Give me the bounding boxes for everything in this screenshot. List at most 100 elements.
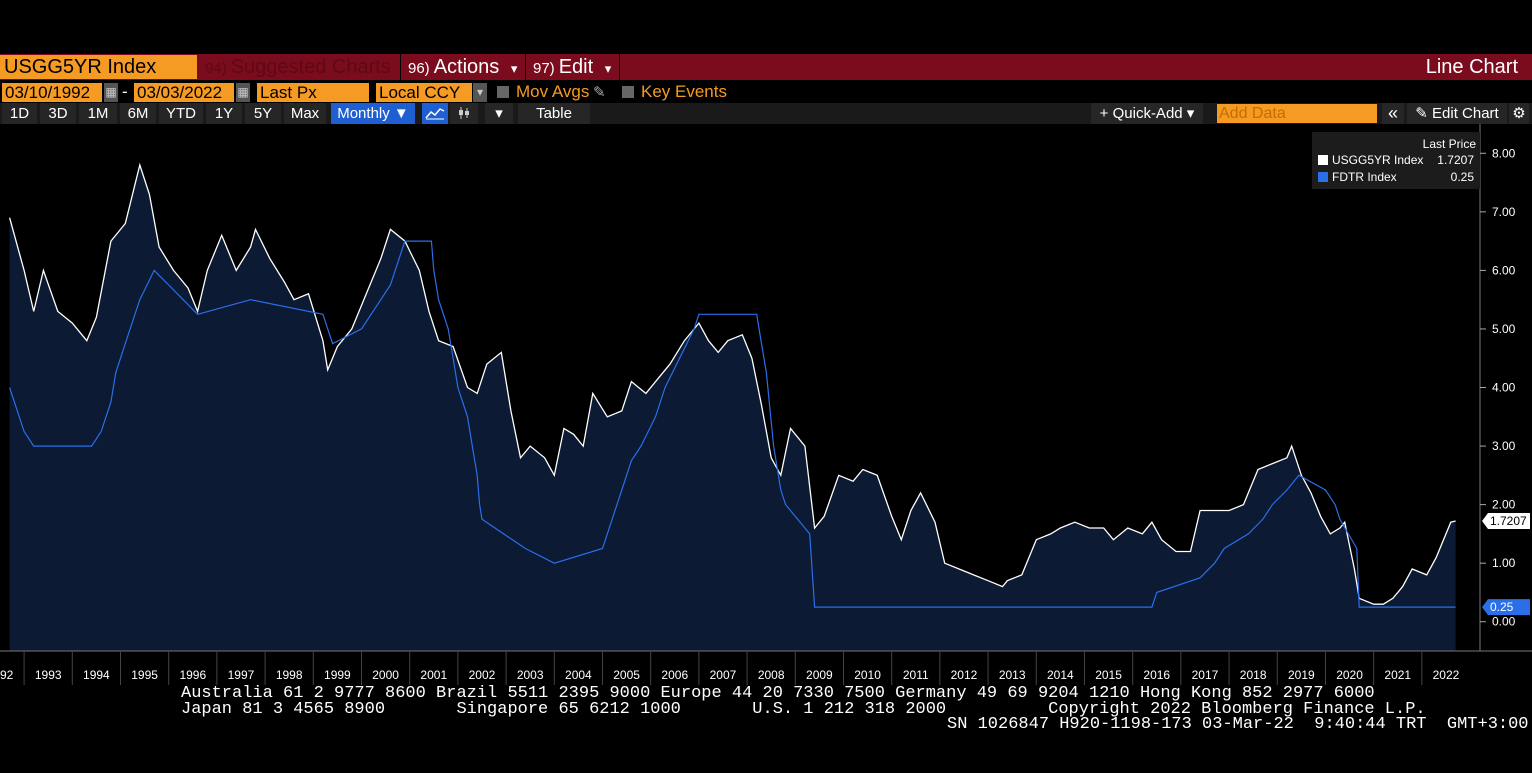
legend-series-name: FDTR Index: [1332, 170, 1397, 184]
gear-icon[interactable]: ⚙: [1509, 103, 1529, 124]
last-value-tag: [1482, 599, 1530, 616]
x-tick-label: 2022: [1433, 668, 1460, 682]
series-area-usgg5yr: [9, 165, 1456, 651]
x-tick-label: 1993: [35, 668, 62, 682]
x-tick-label: 2015: [1095, 668, 1122, 682]
period-ytd-button[interactable]: YTD: [159, 103, 203, 124]
suggested-charts-menu[interactable]: 94) Suggested Charts: [205, 54, 391, 80]
y-tick-label: 4.00: [1492, 381, 1516, 395]
price-field-select[interactable]: Last Px: [257, 83, 369, 102]
footer-contacts-line-2: Japan 81 3 4565 8900 Singapore 65 6212 1…: [181, 700, 1426, 719]
start-date-field[interactable]: 03/10/1992: [2, 83, 102, 102]
security-field[interactable]: USGG5YR Index: [0, 55, 197, 79]
suggested-charts-number: 94): [205, 60, 227, 77]
x-tick-label: 2003: [517, 668, 544, 682]
calendar-icon[interactable]: ▦: [236, 83, 250, 102]
last-value-text: 0.25: [1490, 600, 1514, 614]
last-value-text: 1.7207: [1490, 514, 1527, 528]
x-tick-label: 1998: [276, 668, 303, 682]
chart-type-title: Line Chart: [1425, 56, 1518, 78]
legend-item[interactable]: FDTR Index 0.25: [1318, 169, 1474, 185]
actions-menu[interactable]: 96) Actions ▾: [408, 54, 517, 80]
mov-avgs-checkbox[interactable]: [497, 86, 509, 98]
x-tick-label: 1995: [131, 668, 158, 682]
x-tick-label: 2017: [1192, 668, 1219, 682]
table-button[interactable]: Table: [518, 103, 590, 124]
line-chart[interactable]: 8.00 7.00 6.00 5.00 4.00 3.00 2.00 1.00 0.00 199…: [0, 124, 1532, 686]
legend-swatch: [1318, 172, 1328, 182]
line-chart-icon[interactable]: [422, 103, 448, 124]
y-tick-label: 3.00: [1492, 439, 1516, 453]
chart-legend: Last Price USGG5YR Index 1.7207 FDTR Ind…: [1312, 132, 1480, 189]
period-max-button[interactable]: Max: [284, 103, 326, 124]
calendar-icon[interactable]: ▦: [104, 83, 118, 102]
x-tick-label: 2004: [565, 668, 592, 682]
y-tick-label: 0.00: [1492, 615, 1516, 629]
chevron-down-icon: ▾: [604, 61, 612, 76]
x-tick-label: 1999: [324, 668, 351, 682]
legend-series-value: 1.7207: [1437, 153, 1474, 167]
edit-chart-button[interactable]: ✎ Edit Chart: [1407, 103, 1507, 124]
x-tick-label: 2000: [372, 668, 399, 682]
chevron-down-icon[interactable]: ▾: [473, 83, 487, 102]
x-tick-label: 2020: [1336, 668, 1363, 682]
period-1d-button[interactable]: 1D: [2, 103, 37, 124]
y-tick-label: 2.00: [1492, 498, 1516, 512]
edit-menu[interactable]: 97) Edit ▾: [533, 54, 611, 80]
end-date-field[interactable]: 03/03/2022: [134, 83, 234, 102]
legend-series-name: USGG5YR Index: [1332, 153, 1424, 167]
x-tick-label: 1992: [0, 668, 14, 682]
x-tick-label: 2002: [469, 668, 496, 682]
period-3d-button[interactable]: 3D: [40, 103, 76, 124]
actions-label: Actions: [433, 56, 500, 78]
x-tick-label: 2018: [1240, 668, 1267, 682]
quick-add-button[interactable]: + Quick-Add ▾: [1091, 103, 1203, 124]
chevron-down-icon: ▾: [510, 61, 518, 76]
separator: [400, 54, 401, 80]
pencil-icon[interactable]: ✎: [593, 84, 606, 101]
separator: [525, 54, 526, 80]
currency-select[interactable]: Local CCY: [376, 83, 472, 102]
key-events-label[interactable]: Key Events: [641, 82, 727, 101]
actions-number: 96): [408, 60, 430, 77]
mov-avgs-label[interactable]: Mov Avgs: [516, 82, 590, 101]
period-6m-button[interactable]: 6M: [120, 103, 156, 124]
x-tick-label: 2016: [1143, 668, 1170, 682]
footer-session-info: SN 1026847 H920-1198-173 03-Mar-22 9:40:…: [947, 715, 1529, 734]
x-tick-label: 1996: [179, 668, 206, 682]
x-tick-label: 2021: [1384, 668, 1411, 682]
series-line-usgg5yr: [8, 162, 1456, 605]
x-tick-label: 2010: [854, 668, 881, 682]
frequency-dropdown[interactable]: Monthly ▼: [331, 103, 415, 124]
collapse-icon[interactable]: «: [1382, 103, 1404, 124]
edit-number: 97): [533, 60, 555, 77]
suggested-charts-label: Suggested Charts: [230, 56, 391, 78]
y-tick-label: 7.00: [1492, 205, 1516, 219]
edit-label: Edit: [558, 56, 594, 78]
period-1y-button[interactable]: 1Y: [206, 103, 242, 124]
x-tick-label: 2001: [420, 668, 447, 682]
add-data-input[interactable]: Add Data: [1217, 104, 1377, 123]
chevron-down-icon[interactable]: ▾: [485, 103, 513, 124]
legend-series-value: 0.25: [1450, 170, 1474, 184]
pencil-icon: ✎: [1415, 105, 1428, 122]
date-dash: -: [122, 82, 128, 101]
legend-item[interactable]: USGG5YR Index 1.7207: [1318, 152, 1474, 168]
x-tick-label: 2014: [1047, 668, 1074, 682]
last-value-label-fdtr: 0.25: [1482, 599, 1530, 616]
x-tick-label: 2013: [999, 668, 1026, 682]
key-events-checkbox[interactable]: [622, 86, 634, 98]
edit-chart-label: Edit Chart: [1432, 105, 1499, 122]
legend-swatch: [1318, 155, 1328, 165]
period-1m-button[interactable]: 1M: [79, 103, 117, 124]
footer-contacts-line-1: Australia 61 2 9777 8600 Brazil 5511 239…: [181, 684, 1375, 703]
separator: [619, 54, 620, 80]
x-tick-label: 2007: [710, 668, 737, 682]
candlestick-icon[interactable]: [450, 103, 478, 124]
legend-header: Last Price: [1422, 137, 1476, 151]
last-value-label-usgg5yr: 1.7207: [1482, 513, 1530, 530]
x-tick-label: 1994: [83, 668, 110, 682]
y-tick-label: 6.00: [1492, 263, 1516, 277]
period-5y-button[interactable]: 5Y: [245, 103, 281, 124]
y-tick-label: 5.00: [1492, 322, 1516, 336]
